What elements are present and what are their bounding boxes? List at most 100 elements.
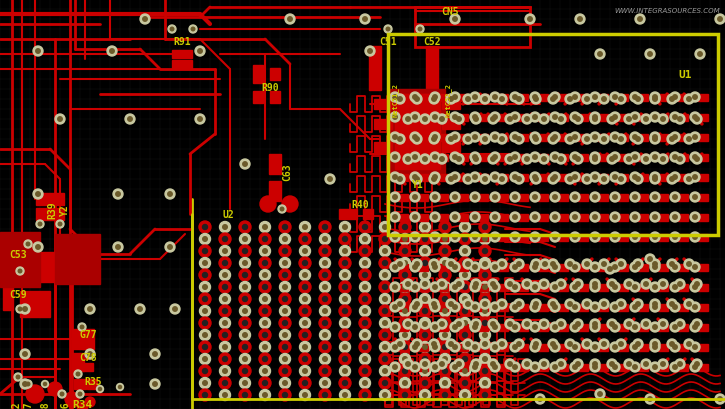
- Circle shape: [379, 329, 391, 341]
- Bar: [77, 402, 87, 409]
- Circle shape: [402, 393, 407, 398]
- Text: C53: C53: [9, 249, 27, 259]
- Circle shape: [602, 137, 606, 142]
- Bar: [398, 214, 408, 221]
- Circle shape: [240, 160, 250, 170]
- Circle shape: [442, 369, 447, 373]
- Text: NetC52_2: NetC52_2: [444, 83, 452, 117]
- Circle shape: [684, 339, 694, 349]
- Bar: [498, 264, 508, 271]
- Bar: [558, 264, 568, 271]
- Circle shape: [533, 96, 537, 100]
- Bar: [478, 234, 488, 241]
- Circle shape: [433, 235, 437, 240]
- Circle shape: [673, 155, 677, 160]
- Circle shape: [443, 237, 447, 242]
- Circle shape: [479, 306, 491, 317]
- Circle shape: [633, 175, 643, 184]
- Circle shape: [573, 195, 577, 200]
- Bar: [87, 379, 97, 389]
- Bar: [698, 234, 708, 241]
- Circle shape: [565, 135, 575, 145]
- Circle shape: [463, 135, 473, 145]
- Circle shape: [390, 282, 400, 292]
- Circle shape: [473, 325, 477, 329]
- Circle shape: [570, 133, 580, 143]
- Circle shape: [718, 18, 722, 22]
- Circle shape: [463, 357, 468, 362]
- Circle shape: [652, 155, 658, 160]
- Circle shape: [452, 115, 457, 120]
- Circle shape: [483, 249, 487, 254]
- Circle shape: [403, 279, 413, 289]
- Circle shape: [570, 262, 580, 272]
- Circle shape: [239, 306, 251, 317]
- Circle shape: [443, 381, 447, 385]
- Circle shape: [673, 215, 677, 220]
- Circle shape: [199, 365, 211, 377]
- Bar: [415, 8, 530, 48]
- Circle shape: [223, 309, 228, 314]
- Circle shape: [399, 317, 411, 329]
- Circle shape: [613, 325, 617, 329]
- Circle shape: [78, 323, 86, 331]
- Circle shape: [530, 113, 540, 123]
- Circle shape: [74, 370, 82, 378]
- Circle shape: [470, 342, 480, 352]
- Circle shape: [450, 193, 460, 202]
- Circle shape: [450, 15, 460, 25]
- Circle shape: [684, 175, 694, 184]
- Bar: [269, 155, 281, 175]
- Circle shape: [593, 345, 597, 349]
- Bar: [438, 114, 448, 121]
- Circle shape: [633, 135, 637, 140]
- Bar: [538, 94, 548, 101]
- Circle shape: [576, 117, 580, 122]
- Circle shape: [457, 117, 461, 122]
- Circle shape: [593, 155, 597, 160]
- Circle shape: [510, 113, 520, 123]
- Circle shape: [673, 235, 677, 240]
- Circle shape: [473, 265, 477, 270]
- Circle shape: [673, 325, 677, 329]
- Bar: [478, 174, 488, 181]
- Bar: [418, 94, 428, 101]
- Circle shape: [533, 365, 537, 369]
- Circle shape: [402, 381, 407, 385]
- Circle shape: [633, 215, 637, 220]
- Circle shape: [398, 178, 402, 182]
- Bar: [398, 234, 408, 241]
- Circle shape: [320, 306, 331, 317]
- Circle shape: [452, 365, 457, 369]
- Circle shape: [343, 369, 347, 373]
- Circle shape: [636, 178, 640, 182]
- Circle shape: [393, 175, 397, 180]
- Circle shape: [450, 133, 460, 143]
- Circle shape: [410, 113, 420, 123]
- Circle shape: [565, 339, 575, 349]
- Circle shape: [570, 282, 580, 292]
- Circle shape: [450, 213, 460, 222]
- Circle shape: [690, 173, 700, 182]
- Circle shape: [576, 157, 580, 162]
- Circle shape: [490, 282, 500, 292]
- Bar: [678, 344, 688, 351]
- Circle shape: [534, 178, 538, 182]
- Circle shape: [359, 293, 371, 305]
- Circle shape: [439, 221, 451, 234]
- Circle shape: [573, 155, 583, 164]
- Circle shape: [239, 330, 251, 341]
- Circle shape: [633, 325, 637, 329]
- Circle shape: [473, 215, 477, 220]
- Circle shape: [415, 302, 419, 306]
- Circle shape: [530, 173, 540, 182]
- Circle shape: [613, 96, 617, 100]
- Circle shape: [167, 192, 173, 197]
- Circle shape: [473, 235, 477, 240]
- Circle shape: [203, 237, 207, 242]
- Circle shape: [470, 232, 480, 243]
- Circle shape: [582, 299, 592, 309]
- Circle shape: [383, 297, 387, 301]
- Circle shape: [473, 322, 478, 326]
- Circle shape: [423, 273, 427, 278]
